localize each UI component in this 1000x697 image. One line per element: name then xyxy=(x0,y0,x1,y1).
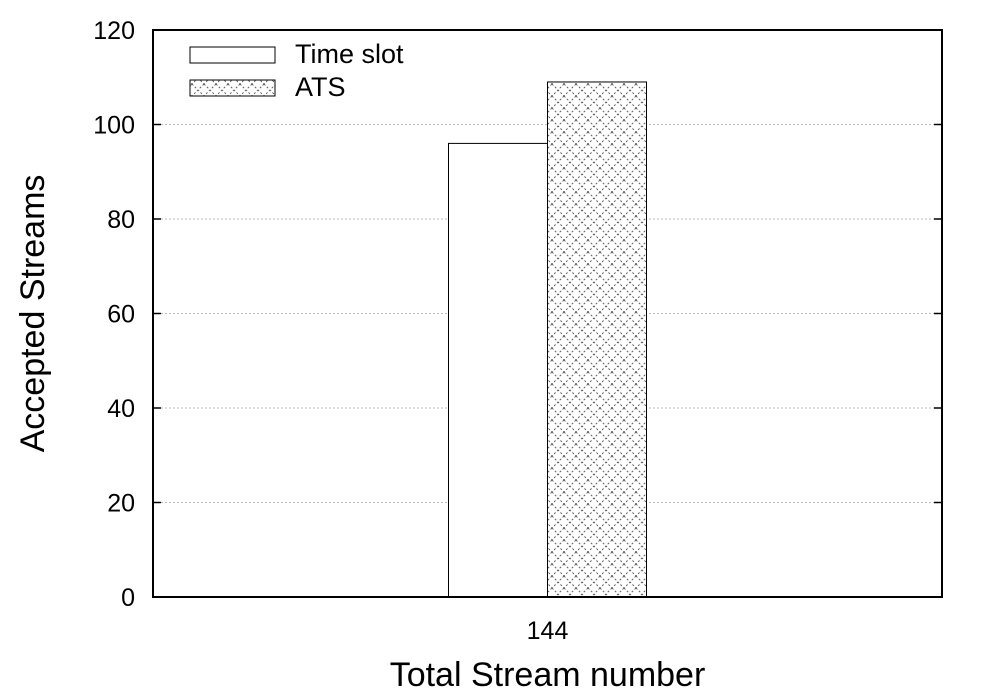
x-axis-title: Total Stream number xyxy=(390,656,706,694)
y-tick-label: 40 xyxy=(107,395,135,423)
bar-time-slot xyxy=(448,142,548,598)
x-tick-label: 144 xyxy=(527,617,569,645)
legend-label: Time slot xyxy=(295,39,404,69)
legend-label: ATS xyxy=(295,72,346,102)
y-tick-label: 20 xyxy=(107,490,135,518)
legend-swatch xyxy=(189,46,276,64)
y-tick-label: 60 xyxy=(107,301,135,329)
y-tick-label: 80 xyxy=(107,206,135,234)
bar-ats xyxy=(547,81,647,598)
y-axis-title: Accepted Streams xyxy=(14,175,52,453)
y-tick-label: 120 xyxy=(93,17,135,45)
y-tick-label: 100 xyxy=(93,112,135,140)
legend-swatch xyxy=(189,79,276,97)
bars xyxy=(448,81,647,598)
y-axis-ticks: 0 20 40 60 80 100 120 xyxy=(93,17,942,612)
x-axis-ticks: 144 xyxy=(527,617,569,645)
y-tick-label: 0 xyxy=(121,584,135,612)
gridlines xyxy=(153,124,942,503)
